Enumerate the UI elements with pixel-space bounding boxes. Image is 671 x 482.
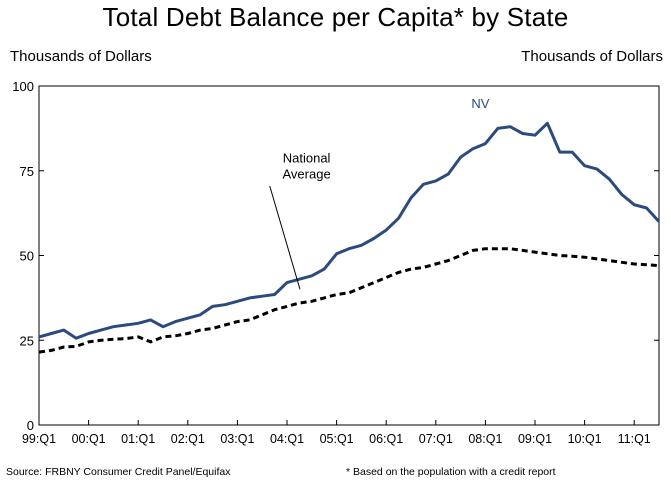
y-tick-label: 75 — [20, 164, 34, 179]
x-tick-label: 09:Q1 — [518, 432, 552, 446]
x-tick-label: 05:Q1 — [320, 432, 354, 446]
y-axis-ticks: 0 25 50 75 100 — [12, 79, 659, 433]
y-tick-label: 0 — [27, 418, 34, 433]
chart-series — [38, 121, 661, 354]
series-label-national-line: National — [283, 150, 331, 165]
y-axis-unit-left: Thousands of Dollars — [10, 48, 152, 65]
x-tick-label: 11:Q1 — [618, 432, 651, 446]
footnote: * Based on the population with a credit … — [346, 466, 556, 478]
y-axis-unit-right: Thousands of Dollars — [521, 48, 663, 65]
x-tick-label: 06:Q1 — [369, 432, 403, 446]
x-axis-ticks: 99:Q1 00:Q1 01:Q1 02:Q1 03:Q1 04:Q1 05:Q1 06:Q1… — [22, 420, 651, 446]
x-tick-label: 99:Q1 — [22, 432, 56, 446]
source-note: Source: FRBNY Consumer Credit Panel/Equi… — [6, 466, 231, 478]
y-tick-label: 100 — [12, 79, 34, 94]
series-line-national-average — [38, 247, 660, 354]
x-tick-label: 00:Q1 — [72, 432, 106, 446]
x-tick-label: 02:Q1 — [171, 432, 205, 446]
x-tick-label: 04:Q1 — [270, 432, 304, 446]
series-line-nv — [38, 121, 661, 340]
series-label-nv: NV — [471, 96, 489, 111]
y-tick-label: 50 — [20, 249, 34, 264]
x-tick-label: 07:Q1 — [419, 432, 453, 446]
annotation-pointer — [269, 185, 301, 290]
series-label-national-line: Average — [283, 166, 331, 181]
y-tick-label: 25 — [20, 333, 34, 348]
x-tick-label: 01:Q1 — [121, 432, 155, 446]
x-tick-label: 08:Q1 — [468, 432, 502, 446]
x-tick-label: 10:Q1 — [568, 432, 602, 446]
x-tick-label: 03:Q1 — [220, 432, 254, 446]
chart-title: Total Debt Balance per Capita* by State — [102, 2, 569, 32]
